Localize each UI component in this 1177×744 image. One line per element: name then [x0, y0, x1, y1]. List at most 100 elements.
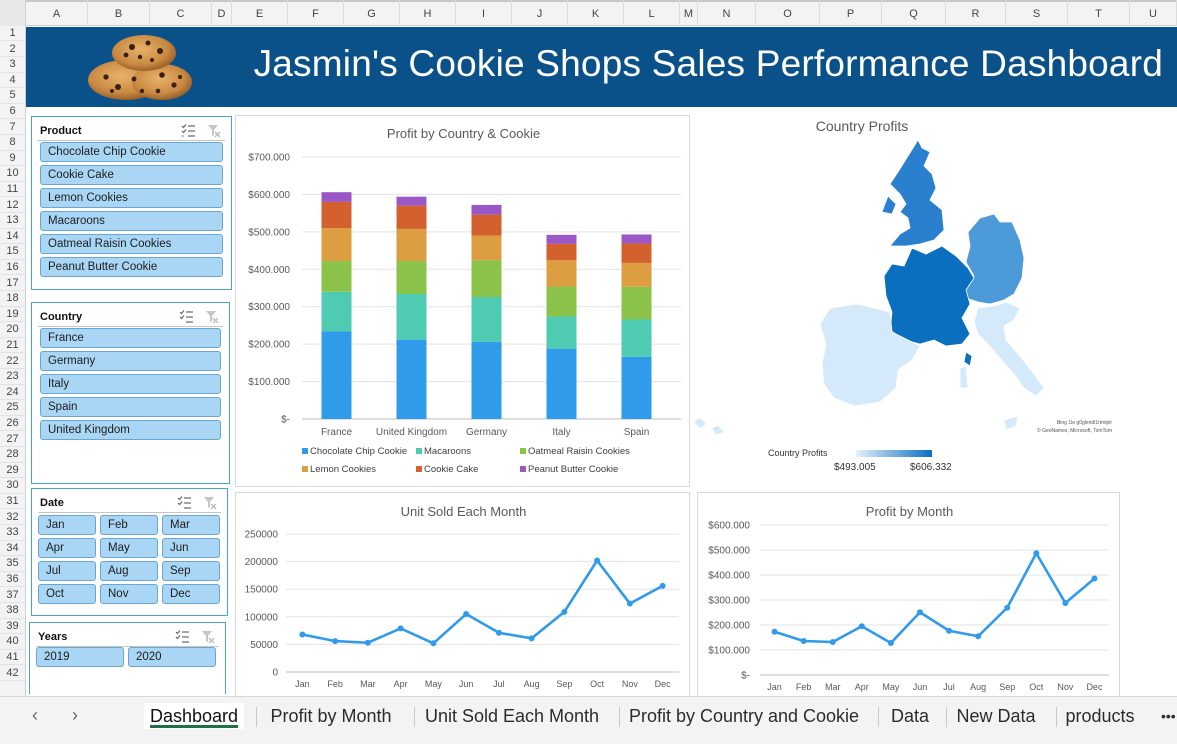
column-header-p[interactable]: P [820, 0, 882, 26]
data-point[interactable] [1004, 604, 1011, 611]
row-header-25[interactable]: 25 [0, 400, 25, 416]
row-header-26[interactable]: 26 [0, 416, 25, 432]
row-header-30[interactable]: 30 [0, 478, 25, 494]
product-slicer[interactable]: Product Chocolate Chip Cookie Cookie Cake… [31, 116, 232, 290]
bar-segment[interactable] [321, 201, 352, 229]
country-slicer-item[interactable]: Italy [40, 374, 221, 394]
bar-segment[interactable] [471, 341, 502, 419]
product-slicer-item[interactable]: Macaroons [40, 211, 223, 231]
map-region-united-kingdom[interactable] [881, 139, 945, 247]
map-region-france[interactable] [883, 245, 975, 367]
row-header-31[interactable]: 31 [0, 494, 25, 510]
bar-segment[interactable] [471, 214, 502, 236]
date-slicer-item[interactable]: Feb [100, 515, 158, 535]
select-all-corner[interactable] [0, 0, 26, 26]
date-slicer-item[interactable]: Apr [38, 538, 96, 558]
row-header-35[interactable]: 35 [0, 556, 25, 572]
data-point[interactable] [594, 557, 601, 564]
country-slicer-item[interactable]: United Kingdom [40, 420, 221, 440]
date-slicer-item[interactable]: Dec [162, 584, 220, 604]
map-region-germany[interactable] [963, 213, 1025, 305]
row-header-13[interactable]: 13 [0, 213, 25, 229]
bar-segment[interactable] [471, 235, 502, 261]
bar-segment[interactable] [546, 348, 577, 419]
data-point[interactable] [771, 628, 778, 635]
row-header-32[interactable]: 32 [0, 510, 25, 525]
product-slicer-item[interactable]: Chocolate Chip Cookie [40, 142, 223, 162]
multi-select-icon[interactable] [179, 310, 193, 323]
row-header-15[interactable]: 15 [0, 244, 25, 260]
column-header-t[interactable]: T [1068, 0, 1130, 26]
row-header-4[interactable]: 4 [0, 73, 25, 89]
bar-segment[interactable] [546, 234, 577, 244]
date-slicer-item[interactable]: Oct [38, 584, 96, 604]
row-header-38[interactable]: 38 [0, 603, 25, 619]
data-point[interactable] [887, 640, 894, 646]
row-header-1[interactable]: 1 [0, 26, 25, 42]
sheet-tab[interactable]: Dashboard [144, 703, 244, 729]
product-slicer-item[interactable]: Cookie Cake [40, 165, 223, 185]
bar-segment[interactable] [396, 196, 427, 206]
country-slicer-item[interactable]: France [40, 328, 221, 348]
row-header-18[interactable]: 18 [0, 291, 25, 307]
column-header-g[interactable]: G [344, 0, 400, 26]
profit-by-country-chart[interactable]: Profit by Country & Cookie $- $100.000 $200… [235, 115, 690, 487]
row-header-3[interactable]: 3 [0, 57, 25, 73]
bar-segment[interactable] [396, 205, 427, 229]
row-header-19[interactable]: 19 [0, 307, 25, 323]
column-header-i[interactable]: I [456, 0, 512, 26]
data-point[interactable] [916, 609, 923, 616]
years-slicer-item[interactable]: 2020 [128, 647, 216, 667]
row-header-21[interactable]: 21 [0, 338, 25, 354]
row-header-12[interactable]: 12 [0, 198, 25, 213]
date-slicer-item[interactable]: May [100, 538, 158, 558]
clear-filter-icon[interactable] [203, 496, 217, 510]
multi-select-icon[interactable] [177, 496, 191, 509]
row-header-41[interactable]: 41 [0, 650, 25, 666]
clear-filter-icon[interactable] [201, 630, 215, 644]
column-header-f[interactable]: F [288, 0, 344, 26]
data-point[interactable] [1033, 550, 1040, 557]
row-header-16[interactable]: 16 [0, 260, 25, 276]
column-header-r[interactable]: R [946, 0, 1006, 26]
data-point[interactable] [829, 639, 836, 645]
column-header-c[interactable]: C [150, 0, 212, 26]
data-point[interactable] [1062, 600, 1069, 606]
bar-segment[interactable] [321, 331, 352, 419]
clear-filter-icon[interactable] [205, 310, 219, 324]
row-header-20[interactable]: 20 [0, 322, 25, 338]
sheet-tab[interactable]: Unit Sold Each Month [418, 703, 606, 729]
bar-segment[interactable] [621, 356, 652, 419]
row-header-33[interactable]: 33 [0, 525, 25, 541]
sheet-tab[interactable]: New Data [950, 703, 1042, 729]
data-point[interactable] [430, 640, 437, 647]
bar-segment[interactable] [621, 262, 652, 287]
row-header-34[interactable]: 34 [0, 541, 25, 557]
bar-segment[interactable] [546, 243, 577, 261]
bar-segment[interactable] [321, 228, 352, 262]
row-header-7[interactable]: 7 [0, 120, 25, 135]
data-point[interactable] [397, 625, 404, 632]
row-header-37[interactable]: 37 [0, 588, 25, 603]
unit-sold-chart[interactable]: Unit Sold Each Month 0 50000 100000 150000 20… [235, 492, 690, 698]
data-point[interactable] [626, 600, 633, 607]
column-header-b[interactable]: B [88, 0, 150, 26]
row-header-28[interactable]: 28 [0, 447, 25, 463]
bar-segment[interactable] [396, 261, 427, 294]
data-point[interactable] [659, 582, 666, 589]
product-slicer-item[interactable]: Oatmeal Raisin Cookies [40, 234, 223, 254]
column-header-s[interactable]: S [1006, 0, 1068, 26]
map-region-italy[interactable] [959, 301, 1045, 431]
more-tabs-icon[interactable]: ••• [1161, 708, 1176, 724]
bar-segment[interactable] [396, 339, 427, 419]
bar-segment[interactable] [321, 192, 352, 202]
row-header-27[interactable]: 27 [0, 432, 25, 447]
years-slicer-item[interactable]: 2019 [36, 647, 124, 667]
bar-segment[interactable] [471, 204, 502, 215]
country-profits-map[interactable]: Country Profits Bing 1le g0glendl1rtmlpl… [694, 112, 1134, 482]
row-header-9[interactable]: 9 [0, 151, 25, 167]
bar-segment[interactable] [621, 234, 652, 244]
row-header-29[interactable]: 29 [0, 463, 25, 479]
row-header-42[interactable]: 42 [0, 666, 25, 681]
row-header-22[interactable]: 22 [0, 354, 25, 369]
